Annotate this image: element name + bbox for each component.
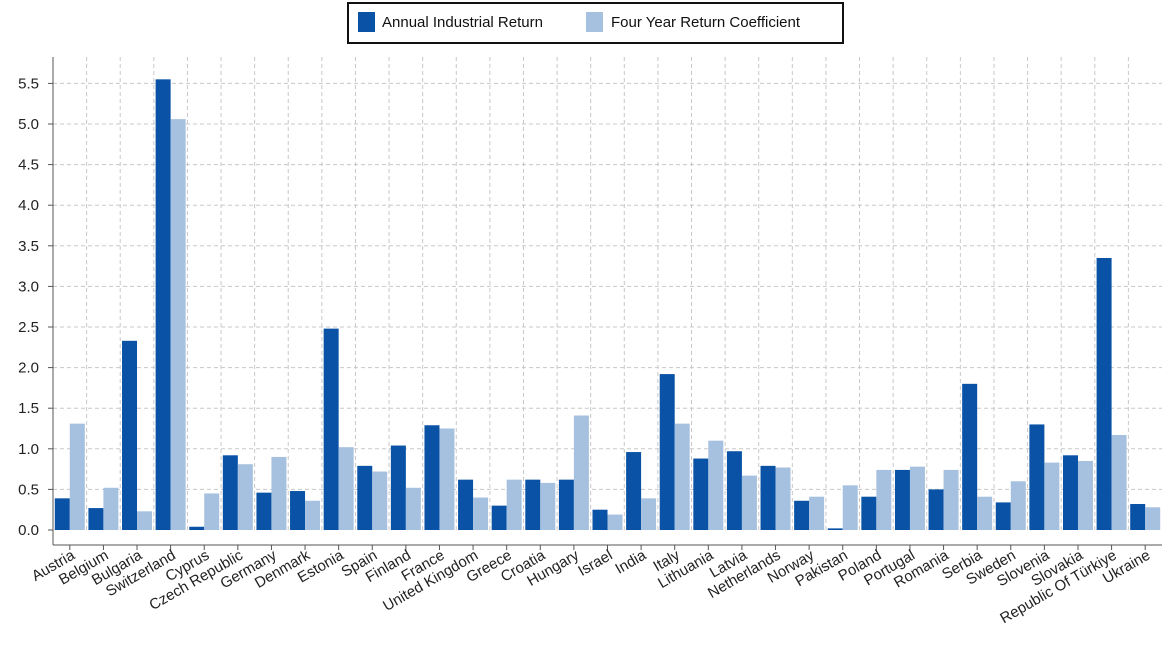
bar-four-year-return-coefficient [372, 472, 387, 530]
bar-four-year-return-coefficient [339, 447, 354, 530]
bar-annual-industrial-return [391, 446, 406, 530]
y-tick-label: 2.0 [18, 360, 39, 377]
bar-four-year-return-coefficient [171, 119, 186, 530]
bar-four-year-return-coefficient [574, 416, 589, 530]
bar-four-year-return-coefficient [439, 429, 454, 531]
bar-annual-industrial-return [324, 329, 339, 530]
bar-four-year-return-coefficient [944, 470, 959, 530]
bar-four-year-return-coefficient [776, 467, 791, 530]
y-tick-label: 0.0 [18, 522, 39, 539]
bar-annual-industrial-return [861, 497, 876, 530]
y-tick-label: 4.0 [18, 197, 39, 214]
bar-four-year-return-coefficient [271, 457, 286, 530]
bar-annual-industrial-return [929, 489, 944, 530]
bar-four-year-return-coefficient [406, 488, 421, 530]
legend-swatch-four-year-return-coefficient [586, 12, 603, 32]
bar-annual-industrial-return [1063, 455, 1078, 530]
bar-annual-industrial-return [794, 501, 809, 530]
bar-annual-industrial-return [223, 455, 238, 530]
bar-annual-industrial-return [492, 506, 507, 530]
bar-annual-industrial-return [996, 502, 1011, 530]
y-tick-labels: 0.0 0.5 1.0 1.5 2.0 2.5 3.0 3.5 4.0 4.5 5.0 5.5 [18, 75, 39, 539]
bar-annual-industrial-return [256, 493, 271, 530]
bar-annual-industrial-return [962, 384, 977, 530]
bar-annual-industrial-return [357, 466, 372, 530]
bar-four-year-return-coefficient [1011, 481, 1026, 530]
bar-four-year-return-coefficient [910, 467, 925, 530]
bar-four-year-return-coefficient [641, 498, 656, 530]
bar-four-year-return-coefficient [608, 515, 623, 530]
x-category-label: India [612, 546, 649, 577]
y-tick-label: 1.0 [18, 441, 39, 458]
bar-four-year-return-coefficient [876, 470, 891, 530]
bar-annual-industrial-return [693, 459, 708, 530]
bar-four-year-return-coefficient [1078, 461, 1093, 530]
bar-four-year-return-coefficient [204, 493, 219, 530]
bar-four-year-return-coefficient [809, 497, 824, 530]
y-tick-label: 4.5 [18, 157, 39, 174]
bar-annual-industrial-return [1097, 258, 1112, 530]
bar-annual-industrial-return [1130, 504, 1145, 530]
bar-four-year-return-coefficient [137, 511, 152, 530]
bar-annual-industrial-return [88, 508, 103, 530]
bar-four-year-return-coefficient [742, 476, 757, 530]
bar-annual-industrial-return [424, 425, 439, 530]
y-tick-label: 2.5 [18, 319, 39, 336]
bar-annual-industrial-return [290, 491, 305, 530]
bar-four-year-return-coefficient [103, 488, 118, 530]
y-tick-label: 5.5 [18, 75, 39, 92]
bar-four-year-return-coefficient [675, 424, 690, 530]
y-tick-label: 0.5 [18, 481, 39, 498]
bar-annual-industrial-return [828, 528, 843, 530]
x-category-label: Israel [575, 547, 615, 580]
bar-annual-industrial-return [626, 452, 641, 530]
axes [48, 57, 1162, 550]
bar-annual-industrial-return [895, 470, 910, 530]
bar-four-year-return-coefficient [1145, 507, 1160, 530]
bar-four-year-return-coefficient [238, 464, 253, 530]
x-category-labels: AustriaBelgiumBulgariaSwitzerlandCyprusC… [29, 546, 1153, 627]
y-tick-label: 3.5 [18, 238, 39, 255]
bar-annual-industrial-return [525, 480, 540, 530]
bar-four-year-return-coefficient [473, 498, 488, 530]
bar-four-year-return-coefficient [977, 497, 992, 530]
legend-label-four-year-return-coefficient: Four Year Return Coefficient [611, 14, 801, 31]
bar-annual-industrial-return [761, 466, 776, 530]
bar-annual-industrial-return [727, 451, 742, 530]
y-tick-label: 5.0 [18, 116, 39, 133]
bar-annual-industrial-return [660, 374, 675, 530]
bar-annual-industrial-return [189, 527, 204, 530]
bar-annual-industrial-return [122, 341, 137, 530]
y-tick-label: 1.5 [18, 400, 39, 417]
legend-label-annual-industrial-return: Annual Industrial Return [382, 14, 543, 31]
legend-swatch-annual-industrial-return [358, 12, 375, 32]
bar-annual-industrial-return [55, 498, 70, 530]
bar-four-year-return-coefficient [70, 424, 85, 530]
bar-four-year-return-coefficient [843, 485, 858, 530]
bar-four-year-return-coefficient [1112, 435, 1127, 530]
bar-annual-industrial-return [593, 510, 608, 530]
gridlines [53, 57, 1162, 530]
bar-four-year-return-coefficient [1044, 463, 1059, 530]
bar-annual-industrial-return [156, 79, 171, 530]
y-tick-label: 3.0 [18, 278, 39, 295]
bar-four-year-return-coefficient [305, 501, 320, 530]
bar-four-year-return-coefficient [540, 483, 555, 530]
bar-four-year-return-coefficient [708, 441, 723, 530]
bar-annual-industrial-return [458, 480, 473, 530]
bar-annual-industrial-return [1029, 424, 1044, 530]
legend: Annual Industrial Return Four Year Retur… [348, 3, 843, 43]
bar-four-year-return-coefficient [507, 480, 522, 530]
bar-annual-industrial-return [559, 480, 574, 530]
